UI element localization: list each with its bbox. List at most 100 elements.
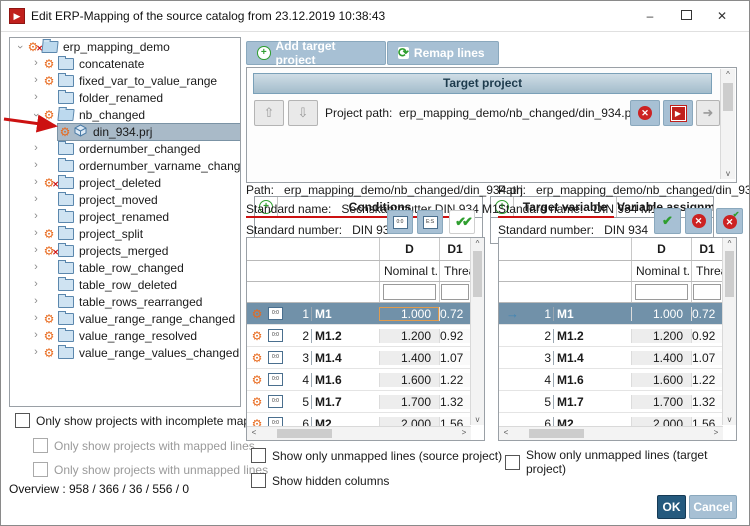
table-vertical-scrollbar[interactable]: ^ v xyxy=(470,238,484,425)
remap-lines-button[interactable]: ⟳ Remap lines xyxy=(387,41,499,65)
checkbox-source-unmapped[interactable]: Show only unmapped lines (source project… xyxy=(251,448,502,463)
checkbox-target-unmapped[interactable]: Show only unmapped lines (target project… xyxy=(505,448,749,476)
scroll-thumb[interactable] xyxy=(473,251,482,297)
chevron-right-icon[interactable]: › xyxy=(34,74,38,86)
tree-item-concatenate[interactable]: › ⚙ concatenate xyxy=(10,56,240,72)
chevron-right-icon[interactable]: › xyxy=(34,278,38,290)
scroll-thumb[interactable] xyxy=(723,83,733,111)
table-row[interactable]: 4 M1.6 1.600 1.22 xyxy=(499,369,722,391)
maximize-icon[interactable] xyxy=(673,7,699,25)
tree-item-value_range_range_changed[interactable]: › ⚙ value_range_range_changed xyxy=(10,311,240,327)
add-condition-button[interactable]: + xyxy=(255,197,278,217)
open-project-button[interactable]: ▶ xyxy=(663,100,693,126)
minimize-icon[interactable]: – xyxy=(646,9,654,23)
table-row[interactable]: 3 M1.4 1.400 1.07 xyxy=(499,347,722,369)
add-assignment-button[interactable]: + xyxy=(491,197,514,217)
table-row[interactable]: ⚙ 0:0 4 M1.6 1.600 1.22 xyxy=(247,369,470,391)
table-row[interactable]: 5 M1.7 1.700 1.32 xyxy=(499,391,722,413)
chevron-right-icon[interactable]: › xyxy=(34,142,38,154)
source-path-row: Path: erp_mapping_demo/nb_changed/din_93… xyxy=(246,183,523,197)
checkbox-hidden-columns[interactable]: Show hidden columns xyxy=(251,473,389,488)
table-vertical-scrollbar[interactable]: ^ v xyxy=(722,238,736,425)
chevron-right-icon[interactable]: › xyxy=(34,261,38,273)
tree-item-projects_merged[interactable]: › ⚙ ✕ projects_merged xyxy=(10,243,240,259)
tree-item-table_rows_rearranged[interactable]: › table_rows_rearranged xyxy=(10,294,240,310)
table-row[interactable]: ⚙ 0:0 2 M1.2 1.200 0.92 xyxy=(247,325,470,347)
tree-item-table_row_changed[interactable]: › table_row_changed xyxy=(10,260,240,276)
tree-item-din_934.prj[interactable]: ⚙ din_934.prj xyxy=(10,123,240,141)
close-icon[interactable]: ✕ xyxy=(716,9,728,23)
scroll-left-icon[interactable]: < xyxy=(503,428,509,437)
add-target-project-button[interactable]: + Add target project xyxy=(246,39,386,67)
tree-item-ordernumber_changed[interactable]: › ordernumber_changed xyxy=(10,141,240,157)
column-filter-input[interactable] xyxy=(635,284,688,300)
chevron-right-icon[interactable]: › xyxy=(34,329,38,341)
chevron-down-icon[interactable]: › xyxy=(30,113,42,117)
chevron-right-icon[interactable]: › xyxy=(34,57,38,69)
column-filter-input[interactable] xyxy=(383,284,436,300)
tree-item-project_deleted[interactable]: › ⚙ ✕ project_deleted xyxy=(10,175,240,191)
ok-button[interactable]: OK xyxy=(657,495,686,519)
scroll-up-icon[interactable]: ^ xyxy=(726,70,730,79)
chevron-right-icon[interactable]: › xyxy=(34,227,38,239)
move-up-button[interactable]: ⇧ xyxy=(254,100,284,126)
table-row[interactable]: ⚙ 0:0 3 M1.4 1.400 1.07 xyxy=(247,347,470,369)
checkbox-icon[interactable] xyxy=(505,454,520,470)
column-filter-input[interactable] xyxy=(441,284,469,300)
chevron-down-icon[interactable]: › xyxy=(14,45,26,49)
table-horizontal-scrollbar[interactable]: < > xyxy=(499,426,723,440)
table-view-button[interactable]: E:S xyxy=(417,210,443,234)
tree-item-folder_renamed[interactable]: › folder_renamed xyxy=(10,90,240,106)
tree-item-value_range_resolved[interactable]: › ⚙ value_range_resolved xyxy=(10,328,240,344)
delete-target-project-button[interactable]: ✕ xyxy=(630,100,660,126)
tree-item-project_renamed[interactable]: › project_renamed xyxy=(10,209,240,225)
move-down-button[interactable]: ⇩ xyxy=(288,100,318,126)
chevron-right-icon[interactable]: › xyxy=(34,176,38,188)
checkbox-icon[interactable] xyxy=(15,413,30,428)
cancel-button[interactable]: Cancel xyxy=(689,495,737,519)
panel-vertical-scrollbar[interactable]: ^ v xyxy=(720,69,735,179)
scroll-down-icon[interactable]: v xyxy=(726,169,730,178)
checkbox-icon[interactable] xyxy=(251,448,266,463)
column-filter-input[interactable] xyxy=(693,284,721,300)
scroll-up-icon[interactable]: ^ xyxy=(475,239,480,248)
tree-item-ordernumber_varname_changed[interactable]: › ordernumber_varname_changed xyxy=(10,158,240,174)
row-range-view-button[interactable]: 0:0 xyxy=(387,210,413,234)
tree-item-erp_mapping_demo[interactable]: › ⚙ ✕ erp_mapping_demo xyxy=(10,39,240,55)
tree-item-value_range_values_changed[interactable]: › ⚙ value_range_values_changed xyxy=(10,345,240,361)
chevron-right-icon[interactable]: › xyxy=(34,346,38,358)
scroll-thumb[interactable] xyxy=(725,251,734,297)
table-row[interactable]: ⚙ 0:0 1 M1 1.000 0.72 xyxy=(247,303,470,325)
map-lines-button[interactable]: ✔✔ xyxy=(449,210,475,234)
accept-mapping-button[interactable]: ✔ xyxy=(654,208,681,234)
scroll-down-icon[interactable]: v xyxy=(475,415,480,424)
scroll-down-icon[interactable]: v xyxy=(727,415,732,424)
checkbox-incomplete-mappings[interactable]: Only show projects with incomplete mappi… xyxy=(15,413,279,428)
chevron-right-icon[interactable]: › xyxy=(34,312,38,324)
checkbox-icon[interactable] xyxy=(251,473,266,488)
table-row[interactable]: ⚙ 0:0 5 M1.7 1.700 1.32 xyxy=(247,391,470,413)
remove-accept-button[interactable]: ✕ ✔ xyxy=(716,208,743,234)
table-row[interactable]: → 1 M1 1.000 0.72 xyxy=(499,303,722,325)
chevron-right-icon[interactable]: › xyxy=(34,295,38,307)
scroll-right-icon[interactable]: > xyxy=(461,428,467,437)
scroll-right-icon[interactable]: > xyxy=(713,428,719,437)
chevron-right-icon[interactable]: › xyxy=(34,193,38,205)
chevron-right-icon[interactable]: › xyxy=(34,210,38,222)
tree-item-project_split[interactable]: › ⚙ project_split xyxy=(10,226,240,242)
table-row[interactable]: 2 M1.2 1.200 0.92 xyxy=(499,325,722,347)
tree-item-table_row_deleted[interactable]: › table_row_deleted xyxy=(10,277,240,293)
tree-item-fixed_var_to_value_range[interactable]: › ⚙ fixed_var_to_value_range xyxy=(10,73,240,89)
chevron-right-icon[interactable]: › xyxy=(34,159,38,171)
tree-item-project_moved[interactable]: › project_moved xyxy=(10,192,240,208)
tree-item-nb_changed[interactable]: › ⚙ nb_changed xyxy=(10,107,240,123)
chevron-right-icon[interactable]: › xyxy=(34,91,38,103)
scroll-thumb[interactable] xyxy=(277,429,332,438)
scroll-thumb[interactable] xyxy=(529,429,584,438)
scroll-left-icon[interactable]: < xyxy=(251,428,257,437)
remove-mapping-button[interactable]: ✕ xyxy=(685,208,712,234)
path-value: erp_mapping_demo/nb_changed/din_934.prj xyxy=(536,183,750,197)
table-horizontal-scrollbar[interactable]: < > xyxy=(247,426,471,440)
chevron-right-icon[interactable]: › xyxy=(34,244,38,256)
scroll-up-icon[interactable]: ^ xyxy=(727,239,732,248)
